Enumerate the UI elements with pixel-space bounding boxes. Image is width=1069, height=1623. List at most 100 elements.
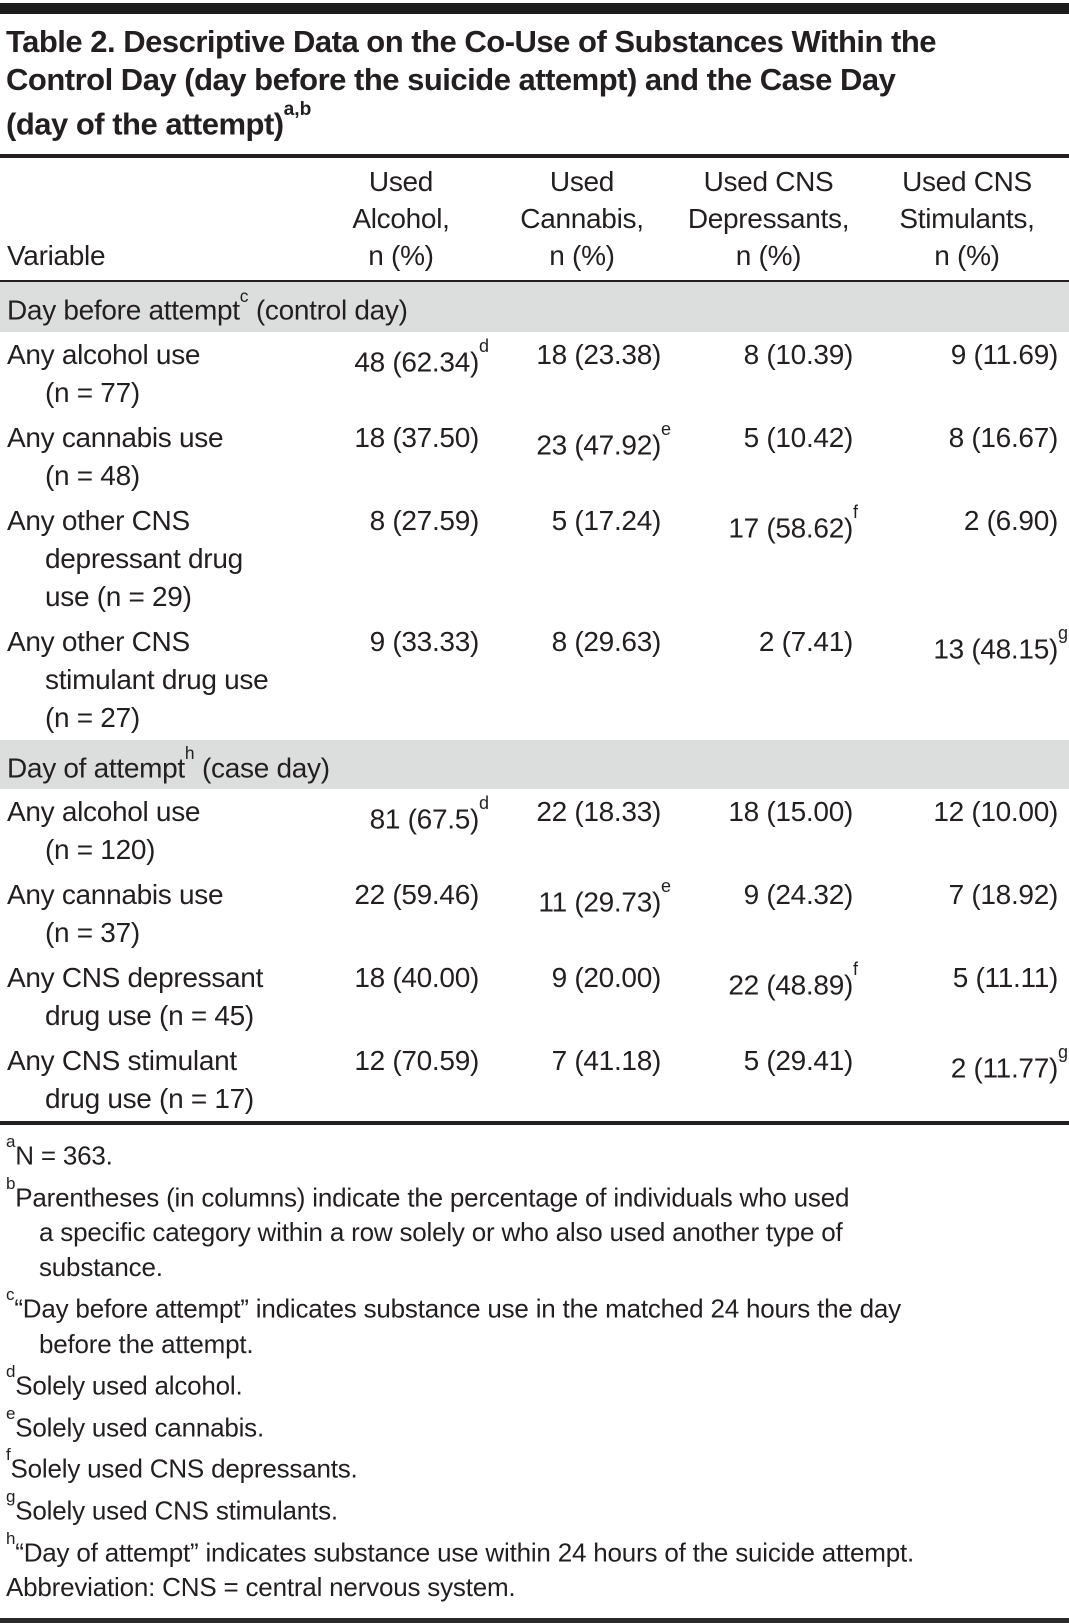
value-text: 12 (10.00) bbox=[933, 795, 1058, 827]
value-text: 5 (17.24) bbox=[551, 504, 662, 536]
value-cell: 7 (18.92) bbox=[865, 872, 1069, 955]
footnote-text: “Day before attempt” indicates substance… bbox=[14, 1293, 901, 1359]
value-cell: 81 (67.5)d bbox=[369, 792, 489, 835]
footnote: eSolely used cannabis. bbox=[6, 1404, 1067, 1446]
footnote: fSolely used CNS depressants. bbox=[6, 1445, 1067, 1487]
value-text: 8 (10.39) bbox=[743, 338, 854, 370]
footnote-superscript: a bbox=[6, 1131, 16, 1151]
footnote-superscript: e bbox=[6, 1403, 16, 1423]
section-label-suffix: (case day) bbox=[194, 751, 330, 783]
value-text: 18 (23.38) bbox=[536, 338, 661, 370]
value-cell: 8 (16.67) bbox=[865, 415, 1069, 498]
value-text: 5 (11.11) bbox=[952, 961, 1059, 993]
section-header-row: Day of attempth (case day) bbox=[0, 739, 1069, 789]
value-cell: 2 (7.41) bbox=[672, 619, 865, 740]
value-cell: 9 (20.00) bbox=[492, 955, 672, 1038]
value-text: 13 (48.15) bbox=[933, 632, 1058, 664]
section-label-superscript: c bbox=[239, 286, 249, 307]
column-header-used-cannabis: Used Cannabis, n (%) bbox=[492, 158, 672, 283]
value-cell: 48 (62.34)d bbox=[354, 335, 489, 377]
section-label-text: Day of attempt bbox=[7, 751, 185, 783]
footnote-text: Solely used CNS depressants. bbox=[10, 1453, 358, 1484]
value-cell: 18 (15.00) bbox=[672, 789, 865, 872]
footnote-text: “Day of attempt” indicates substance use… bbox=[15, 1537, 915, 1568]
table-row: Any other CNS depressant drug use (n = 2… bbox=[0, 498, 1069, 619]
row-label: Any CNS stimulant drug use (n = 17) bbox=[7, 1044, 254, 1114]
value-text: 7 (41.18) bbox=[551, 1044, 662, 1076]
value-cell: 17 (58.62)f bbox=[728, 501, 858, 543]
footnote: dSolely used alcohol. bbox=[6, 1362, 1067, 1404]
value-cell: 18 (37.50) bbox=[310, 415, 492, 498]
table-row: Any other CNS stimulant drug use (n = 27… bbox=[0, 619, 1069, 740]
value-text: 18 (15.00) bbox=[728, 795, 853, 827]
table-row: Any CNS stimulant drug use (n = 17) 12 (7… bbox=[0, 1038, 1069, 1123]
row-label: Any CNS depressant drug use (n = 45) bbox=[7, 961, 264, 1031]
value-cell: 8 (27.59) bbox=[310, 498, 492, 619]
row-label: Any alcohol use (n = 77) bbox=[7, 338, 201, 408]
value-cell: 11 (29.73)e bbox=[538, 875, 671, 918]
footnote-superscript: c bbox=[6, 1285, 15, 1305]
table-title: Table 2. Descriptive Data on the Co-Use … bbox=[0, 14, 1069, 159]
section-header-row: Day before attemptc (control day) bbox=[0, 281, 1069, 332]
footnote-superscript: d bbox=[6, 1361, 16, 1381]
value-text: 23 (47.92) bbox=[536, 428, 661, 460]
data-table: Variable Used Alcohol, n (%) Used Cannab… bbox=[0, 158, 1069, 1125]
footnote: bParentheses (in columns) indicate the p… bbox=[6, 1174, 1067, 1286]
footnote-superscript: f bbox=[6, 1445, 11, 1465]
footnote-text: Parentheses (in columns) indicate the pe… bbox=[15, 1182, 850, 1283]
value-text: 8 (29.63) bbox=[551, 625, 662, 657]
value-cell: 12 (10.00) bbox=[865, 789, 1069, 872]
column-header-variable: Variable bbox=[0, 158, 310, 283]
table-row: Any alcohol use (n = 77) 48 (62.34)d 18 (2… bbox=[0, 332, 1069, 415]
value-text: 8 (16.67) bbox=[948, 421, 1059, 453]
value-text: 9 (20.00) bbox=[551, 961, 662, 993]
value-cell: 18 (40.00) bbox=[310, 955, 492, 1038]
value-cell: 18 (23.38) bbox=[492, 332, 672, 415]
table-row: Any cannabis use (n = 37) 22 (59.46) 11 (2… bbox=[0, 872, 1069, 955]
row-label: Any other CNS stimulant drug use (n = 27… bbox=[7, 625, 269, 733]
value-text: 22 (48.89) bbox=[728, 969, 853, 1001]
footnote: h“Day of attempt” indicates substance us… bbox=[6, 1529, 1067, 1571]
value-cell: 8 (29.63) bbox=[492, 619, 672, 740]
table-top-rule bbox=[0, 3, 1069, 14]
value-text: 48 (62.34) bbox=[354, 345, 479, 377]
value-text: 22 (59.46) bbox=[354, 878, 479, 910]
value-text: 5 (10.42) bbox=[743, 421, 854, 453]
row-label: Any alcohol use (n = 120) bbox=[7, 795, 201, 865]
table-row: Any alcohol use (n = 120) 81 (67.5)d 22 (1… bbox=[0, 789, 1069, 872]
footnote-superscript: g bbox=[6, 1486, 16, 1506]
section-label-suffix: (control day) bbox=[248, 294, 408, 326]
value-text: 9 (33.33) bbox=[369, 625, 480, 657]
table-title-text: Table 2. Descriptive Data on the Co-Use … bbox=[6, 24, 937, 142]
value-text: 11 (29.73) bbox=[538, 886, 661, 918]
column-header-used-cns-stimulants: Used CNS Stimulants, n (%) bbox=[865, 158, 1069, 283]
footnote-superscript: b bbox=[6, 1173, 16, 1193]
section-label-text: Day before attempt bbox=[7, 294, 240, 326]
value-text: 5 (29.41) bbox=[743, 1044, 854, 1076]
footnote: aN = 363. bbox=[6, 1132, 1067, 1174]
footnote-text: Solely used cannabis. bbox=[15, 1412, 265, 1443]
value-text: 9 (24.32) bbox=[743, 878, 854, 910]
value-text: 12 (70.59) bbox=[354, 1044, 479, 1076]
value-cell: 22 (18.33) bbox=[492, 789, 672, 872]
value-text: 18 (40.00) bbox=[354, 961, 479, 993]
value-cell: 5 (11.11) bbox=[865, 955, 1069, 1038]
value-text: 8 (27.59) bbox=[369, 504, 480, 536]
value-cell: 7 (41.18) bbox=[492, 1038, 672, 1123]
row-label: Any cannabis use (n = 37) bbox=[7, 878, 224, 948]
value-cell: 22 (48.89)f bbox=[728, 958, 858, 1001]
footnote-text: Solely used CNS stimulants. bbox=[15, 1495, 338, 1526]
section-header-label: Day of attempth (case day) bbox=[0, 739, 1069, 789]
value-cell: 23 (47.92)e bbox=[536, 418, 671, 460]
footnote-superscript: h bbox=[6, 1528, 16, 1548]
value-cell: 9 (24.32) bbox=[672, 872, 865, 955]
value-text: 17 (58.62) bbox=[728, 511, 853, 543]
table-row: Any CNS depressant drug use (n = 45) 18 (… bbox=[0, 955, 1069, 1038]
table-body: Day before attemptc (control day) Any alc… bbox=[0, 281, 1069, 1123]
value-text: 2 (6.90) bbox=[963, 504, 1058, 536]
value-cell: 5 (17.24) bbox=[492, 498, 672, 619]
value-text: 7 (18.92) bbox=[948, 878, 1059, 910]
value-cell: 13 (48.15)g bbox=[933, 622, 1068, 664]
column-header-used-alcohol: Used Alcohol, n (%) bbox=[310, 158, 492, 283]
